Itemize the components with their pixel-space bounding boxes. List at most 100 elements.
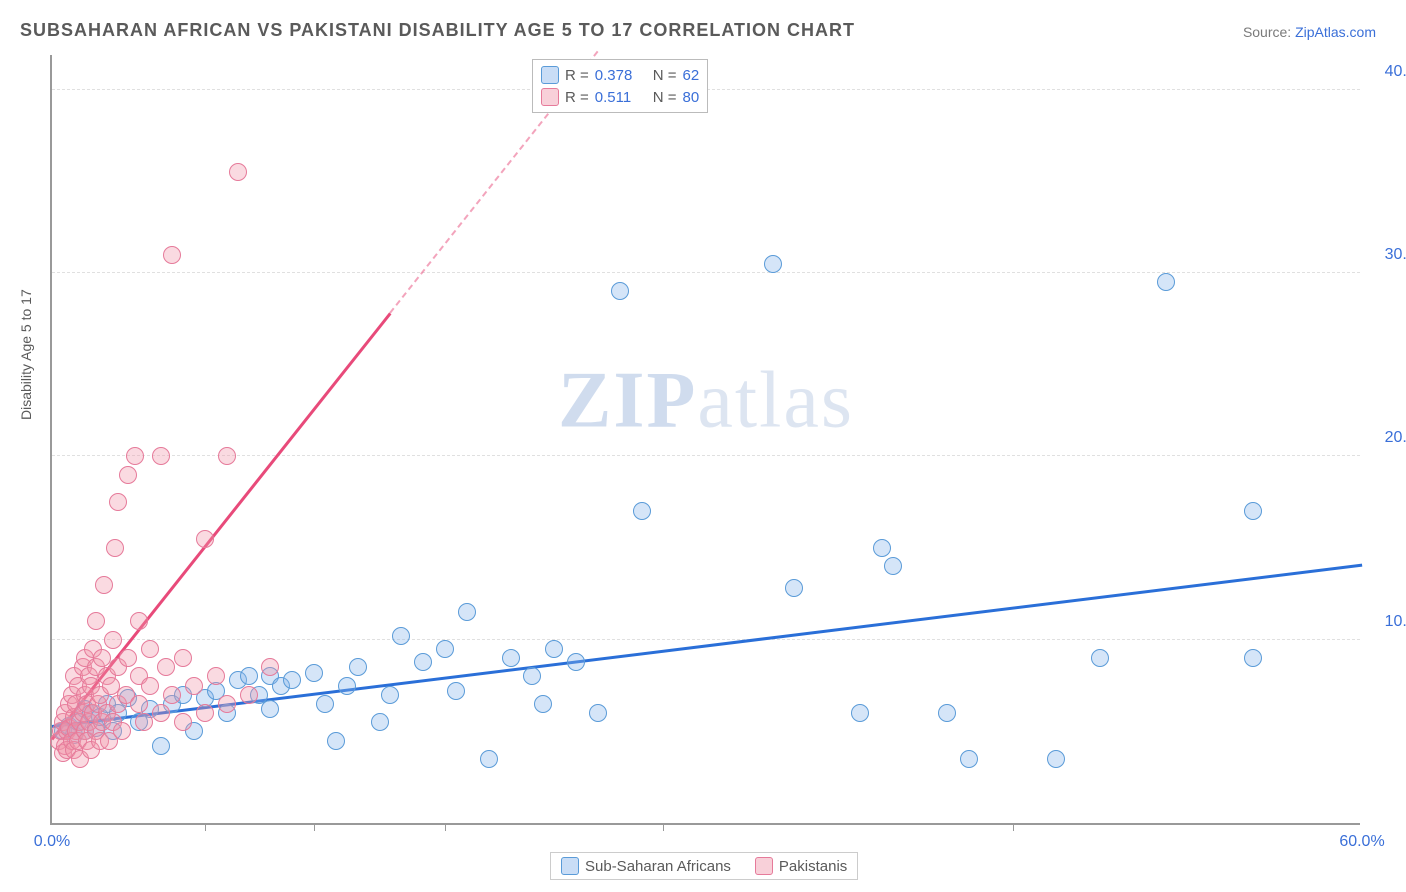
data-point xyxy=(229,163,247,181)
watermark-zip: ZIP xyxy=(558,356,697,444)
stats-row: R = 0.511 N = 80 xyxy=(541,86,699,108)
scatter-plot: ZIPatlas 10.0%20.0%30.0%40.0%0.0%60.0%R … xyxy=(50,55,1360,825)
x-tick-label: 0.0% xyxy=(34,833,70,851)
data-point xyxy=(283,671,301,689)
y-tick-label: 20.0% xyxy=(1370,429,1406,447)
source-link[interactable]: ZipAtlas.com xyxy=(1295,24,1376,40)
data-point xyxy=(764,255,782,273)
data-point xyxy=(316,695,334,713)
x-tick xyxy=(445,823,446,831)
x-tick xyxy=(1013,823,1014,831)
data-point xyxy=(130,612,148,630)
stats-row: R = 0.378 N = 62 xyxy=(541,64,699,86)
source-label: Source: xyxy=(1243,24,1291,40)
watermark: ZIPatlas xyxy=(558,355,854,446)
data-point xyxy=(218,447,236,465)
data-point xyxy=(1047,750,1065,768)
data-point xyxy=(371,713,389,731)
data-point xyxy=(119,466,137,484)
y-axis-label: Disability Age 5 to 17 xyxy=(18,289,34,420)
data-point xyxy=(240,686,258,704)
legend-label: Sub-Saharan Africans xyxy=(585,858,731,875)
x-tick xyxy=(663,823,664,831)
data-point xyxy=(567,653,585,671)
data-point xyxy=(884,557,902,575)
data-point xyxy=(152,704,170,722)
data-point xyxy=(185,677,203,695)
data-point xyxy=(106,539,124,557)
data-point xyxy=(152,447,170,465)
legend-item: Sub-Saharan Africans xyxy=(561,857,731,875)
watermark-atlas: atlas xyxy=(697,356,854,444)
source-attribution: Source: ZipAtlas.com xyxy=(1243,24,1376,40)
data-point xyxy=(305,664,323,682)
chart-title: SUBSAHARAN AFRICAN VS PAKISTANI DISABILI… xyxy=(20,20,855,41)
data-point xyxy=(109,493,127,511)
legend-swatch xyxy=(561,857,579,875)
n-label: N = xyxy=(653,89,677,106)
data-point xyxy=(1244,502,1262,520)
correlation-stats: R = 0.378 N = 62 R = 0.511 N = 80 xyxy=(532,59,708,113)
data-point xyxy=(851,704,869,722)
data-point xyxy=(196,704,214,722)
x-tick xyxy=(205,823,206,831)
legend-swatch xyxy=(755,857,773,875)
data-point xyxy=(207,667,225,685)
data-point xyxy=(174,649,192,667)
data-point xyxy=(104,631,122,649)
data-point xyxy=(240,667,258,685)
n-value: 62 xyxy=(683,67,700,84)
data-point xyxy=(135,713,153,731)
data-point xyxy=(130,695,148,713)
data-point xyxy=(480,750,498,768)
r-label: R = xyxy=(565,67,589,84)
data-point xyxy=(873,539,891,557)
legend-swatch xyxy=(541,66,559,84)
data-point xyxy=(534,695,552,713)
x-tick-label: 60.0% xyxy=(1339,833,1384,851)
data-point xyxy=(152,737,170,755)
data-point xyxy=(141,677,159,695)
data-point xyxy=(611,282,629,300)
data-point xyxy=(327,732,345,750)
data-point xyxy=(349,658,367,676)
data-point xyxy=(113,722,131,740)
data-point xyxy=(87,612,105,630)
data-point xyxy=(458,603,476,621)
data-point xyxy=(502,649,520,667)
data-point xyxy=(174,713,192,731)
legend-label: Pakistanis xyxy=(779,858,847,875)
data-point xyxy=(261,700,279,718)
r-label: R = xyxy=(565,89,589,106)
y-tick-label: 10.0% xyxy=(1370,613,1406,631)
data-point xyxy=(633,502,651,520)
series-legend: Sub-Saharan Africans Pakistanis xyxy=(550,852,858,880)
legend-swatch xyxy=(541,88,559,106)
data-point xyxy=(447,682,465,700)
data-point xyxy=(392,627,410,645)
data-point xyxy=(589,704,607,722)
gridline-h xyxy=(52,639,1360,640)
data-point xyxy=(938,704,956,722)
data-point xyxy=(1157,273,1175,291)
n-label: N = xyxy=(653,67,677,84)
data-point xyxy=(1091,649,1109,667)
data-point xyxy=(163,246,181,264)
data-point xyxy=(414,653,432,671)
data-point xyxy=(261,658,279,676)
y-tick-label: 40.0% xyxy=(1370,63,1406,81)
legend-item: Pakistanis xyxy=(755,857,847,875)
data-point xyxy=(95,576,113,594)
data-point xyxy=(126,447,144,465)
n-value: 80 xyxy=(683,89,700,106)
data-point xyxy=(141,640,159,658)
r-value: 0.378 xyxy=(595,67,647,84)
data-point xyxy=(523,667,541,685)
data-point xyxy=(785,579,803,597)
r-value: 0.511 xyxy=(595,89,647,106)
data-point xyxy=(960,750,978,768)
data-point xyxy=(218,695,236,713)
data-point xyxy=(545,640,563,658)
data-point xyxy=(163,686,181,704)
data-point xyxy=(157,658,175,676)
